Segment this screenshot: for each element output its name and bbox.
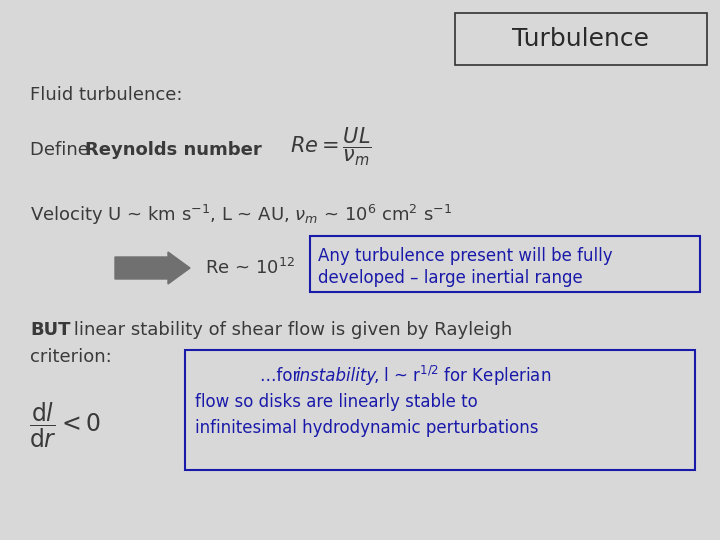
Text: criterion:: criterion:	[30, 348, 112, 366]
Bar	[185, 350, 695, 470]
Text: $\dfrac{\mathrm{d}l}{\mathrm{d}r} < 0$: $\dfrac{\mathrm{d}l}{\mathrm{d}r} < 0$	[29, 400, 101, 450]
Text: BUT: BUT	[30, 321, 71, 339]
Text: instability: instability	[295, 367, 377, 385]
Text: Re ~ 10$^{12}$: Re ~ 10$^{12}$	[205, 258, 295, 278]
Text: Any turbulence present will be fully: Any turbulence present will be fully	[318, 247, 613, 265]
Text: Fluid turbulence:: Fluid turbulence:	[30, 86, 182, 104]
Text: infinitesimal hydrodynamic perturbations: infinitesimal hydrodynamic perturbations	[195, 419, 539, 437]
Text: developed – large inertial range: developed – large inertial range	[318, 269, 582, 287]
Text: Velocity U ~ km s$^{-1}$, L ~ AU, $\nu_m$ ~ 10$^6$ cm$^2$ s$^{-1}$: Velocity U ~ km s$^{-1}$, L ~ AU, $\nu_m…	[30, 203, 452, 227]
Text: linear stability of shear flow is given by Rayleigh: linear stability of shear flow is given …	[68, 321, 512, 339]
Text: $Re = \dfrac{UL}{\nu_m}$: $Re = \dfrac{UL}{\nu_m}$	[290, 126, 372, 168]
Bar	[310, 236, 700, 292]
Text: flow so disks are linearly stable to: flow so disks are linearly stable to	[195, 393, 478, 411]
FancyArrow shape	[115, 252, 190, 284]
Bar	[455, 13, 707, 65]
Text: , l ~ r$^{1/2}$ for Keplerian: , l ~ r$^{1/2}$ for Keplerian	[373, 364, 552, 388]
Text: Define: Define	[30, 141, 94, 159]
Text: Turbulence: Turbulence	[513, 27, 649, 51]
Text: Reynolds number: Reynolds number	[85, 141, 262, 159]
Text: …for: …for	[260, 367, 305, 385]
